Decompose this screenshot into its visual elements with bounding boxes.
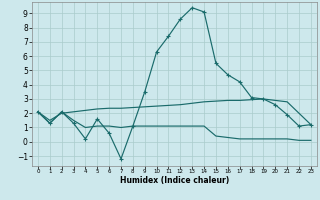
X-axis label: Humidex (Indice chaleur): Humidex (Indice chaleur) <box>120 176 229 185</box>
